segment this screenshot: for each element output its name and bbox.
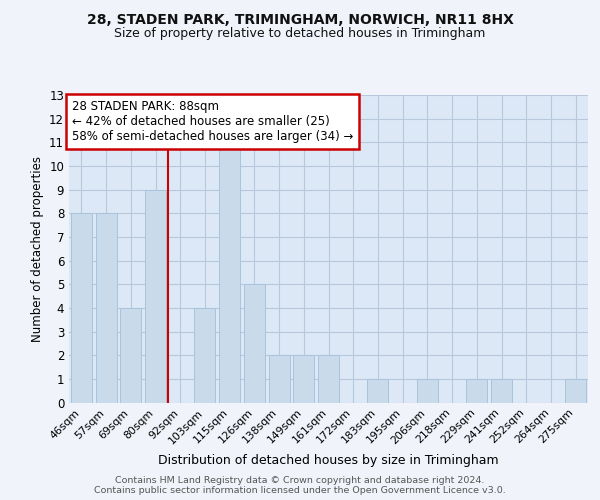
Bar [269,355,290,403]
Text: 28, STADEN PARK, TRIMINGHAM, NORWICH, NR11 8HX: 28, STADEN PARK, TRIMINGHAM, NORWICH, NR… [86,12,514,26]
Bar [293,355,314,403]
Text: Size of property relative to detached houses in Trimingham: Size of property relative to detached ho… [115,28,485,40]
Bar [145,190,166,402]
Bar [491,379,512,402]
Bar [466,379,487,402]
Bar [71,214,92,402]
X-axis label: Distribution of detached houses by size in Trimingham: Distribution of detached houses by size … [158,454,499,467]
Text: 28 STADEN PARK: 88sqm
← 42% of detached houses are smaller (25)
58% of semi-deta: 28 STADEN PARK: 88sqm ← 42% of detached … [71,100,353,142]
Bar [318,355,339,403]
Bar [244,284,265,403]
Bar [194,308,215,402]
Bar [120,308,141,402]
Bar [219,142,240,402]
Bar [95,214,116,402]
Text: Contains HM Land Registry data © Crown copyright and database right 2024.
Contai: Contains HM Land Registry data © Crown c… [94,476,506,495]
Bar [417,379,438,402]
Bar [367,379,388,402]
Bar [565,379,586,402]
Y-axis label: Number of detached properties: Number of detached properties [31,156,44,342]
